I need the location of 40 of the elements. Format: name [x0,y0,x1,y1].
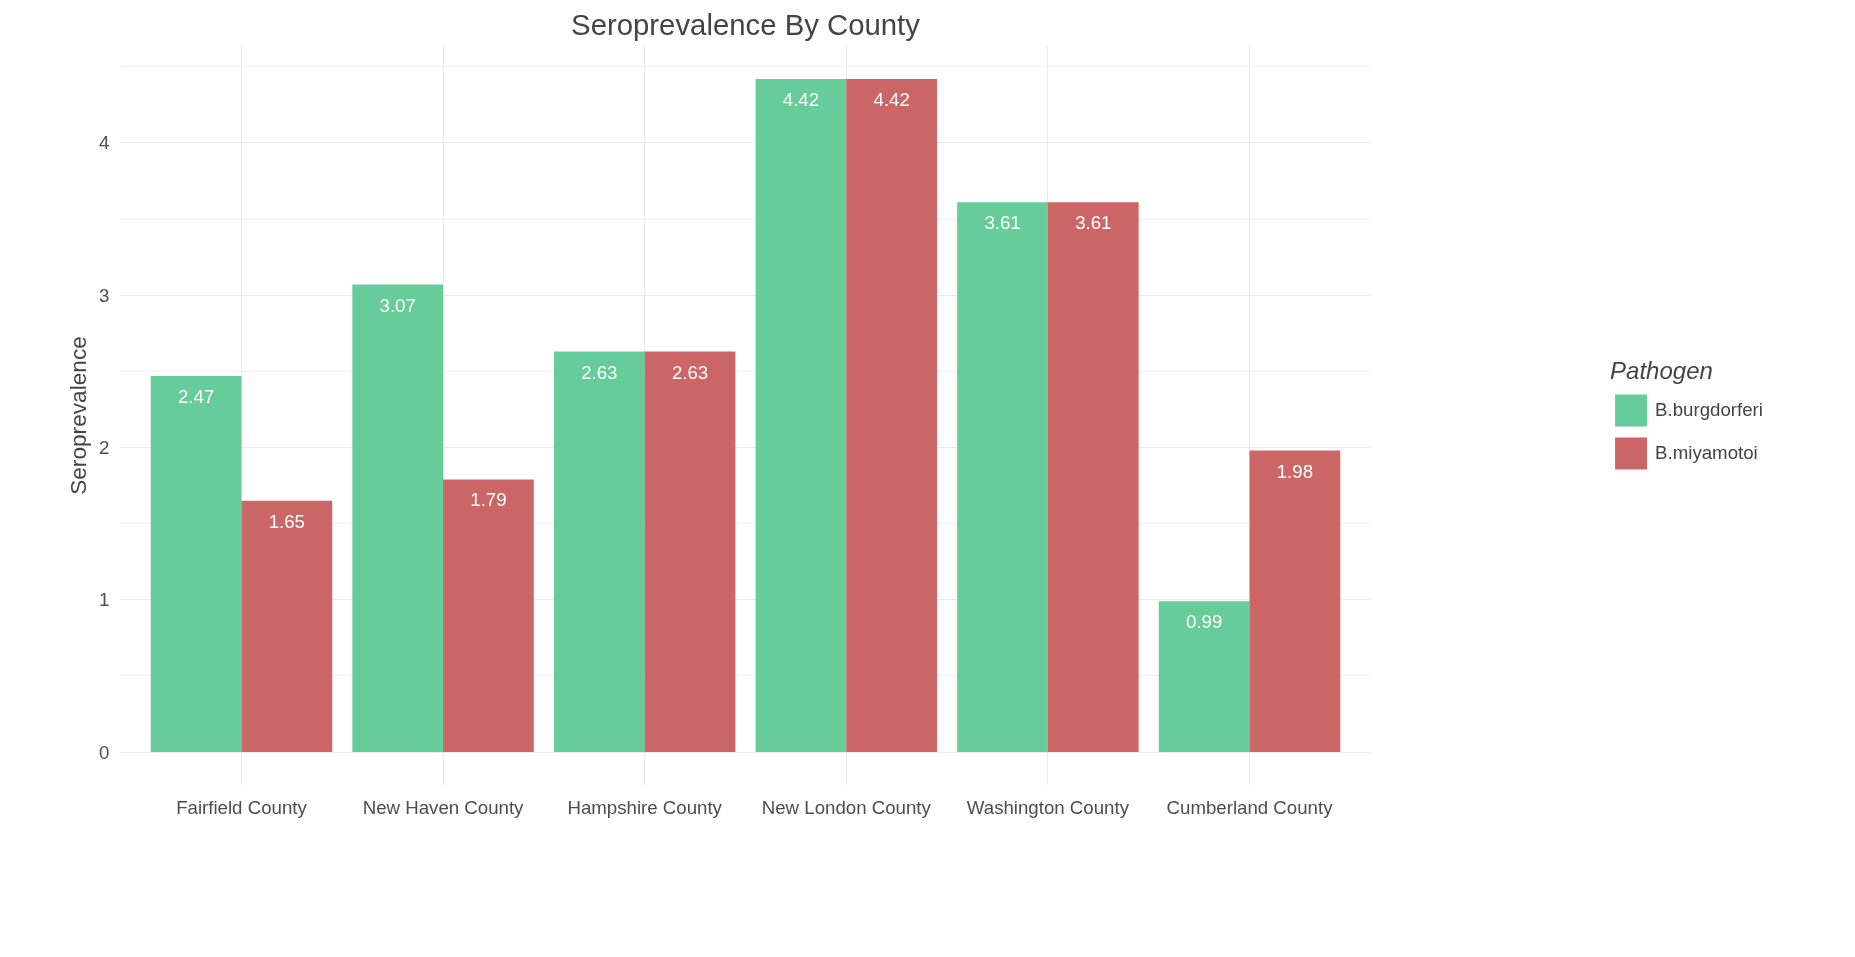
x-tick-label: Fairfield County [176,796,308,818]
y-tick-label: 3 [99,284,110,306]
y-tick-label: 1 [99,589,110,611]
data-label: 4.42 [873,89,910,110]
data-label: 0.99 [1186,611,1223,633]
bar [553,351,645,752]
y-tick-label: 2 [99,436,110,458]
bar [443,479,534,752]
data-label: 3.07 [379,294,416,316]
x-tick-label: New London County [761,796,932,818]
bar [846,79,938,752]
legend-label: B.miyamotoi [1655,442,1758,464]
bar [1158,601,1250,752]
data-label: 1.65 [268,510,305,532]
bar [644,351,736,752]
data-label: 3.61 [1075,212,1112,234]
bar [241,500,333,752]
y-tick-label: 4 [99,132,110,154]
y-tick-label: 0 [99,741,110,763]
legend-title: Pathogen [1610,357,1714,385]
data-label: 2.47 [177,385,215,407]
bar [1047,202,1139,752]
data-label: 4.42 [782,89,820,110]
bar [1249,450,1341,752]
data-label: 2.63 [671,361,709,383]
bar [755,79,847,752]
x-tick-label: Hampshire County [567,796,723,818]
data-label: 1.98 [1276,460,1314,482]
data-label: 3.61 [984,212,1021,234]
bar [352,284,444,752]
chart-title: Seroprevalence By County [571,7,921,41]
y-axis-title: Seroprevalence [65,336,92,495]
data-label: 1.79 [470,489,507,511]
bar [957,202,1048,752]
x-tick-label: Washington County [966,796,1130,818]
x-tick-label: Cumberland County [1166,796,1334,818]
data-label: 2.63 [581,361,618,383]
bar [150,375,242,752]
x-tick-label: New Haven County [362,796,525,818]
legend-label: B.burgdorferi [1655,399,1763,421]
